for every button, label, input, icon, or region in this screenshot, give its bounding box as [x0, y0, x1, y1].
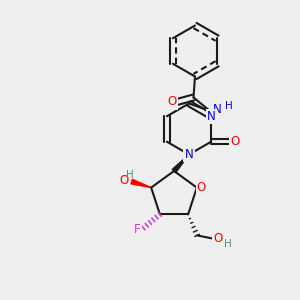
Text: O: O	[214, 232, 223, 245]
Text: O: O	[168, 95, 177, 109]
Polygon shape	[172, 154, 189, 172]
Text: N: N	[213, 103, 222, 116]
Text: H: H	[126, 170, 134, 180]
Polygon shape	[131, 179, 151, 188]
Text: N: N	[207, 110, 215, 123]
Text: H: H	[225, 101, 232, 112]
Text: O: O	[119, 174, 129, 187]
Text: O: O	[230, 135, 240, 148]
Text: O: O	[197, 181, 206, 194]
Text: N: N	[184, 148, 194, 161]
Text: H: H	[224, 239, 232, 249]
Text: F: F	[134, 223, 141, 236]
